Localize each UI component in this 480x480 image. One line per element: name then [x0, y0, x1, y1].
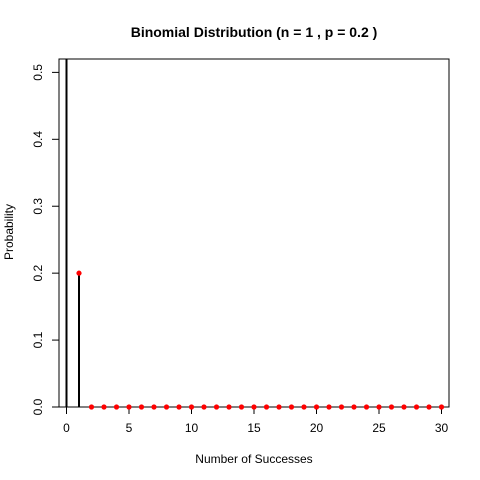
y-tick-label: 0.1	[31, 331, 45, 348]
probability-point	[438, 404, 445, 410]
x-tick-label: 5	[126, 421, 133, 435]
y-tick-label: 0.5	[31, 64, 45, 81]
x-tick-label: 30	[435, 421, 449, 435]
probability-point	[301, 404, 307, 410]
probability-point	[163, 404, 170, 410]
chart-title: Binomial Distribution (n = 1 , p = 0.2 )	[131, 24, 378, 40]
probability-point	[251, 404, 257, 410]
probability-point	[401, 404, 407, 410]
probability-point	[413, 404, 420, 410]
x-axis-label: Number of Successes	[195, 452, 312, 466]
probability-point	[101, 404, 107, 410]
y-tick-label: 0.4	[31, 131, 45, 148]
probability-point	[226, 404, 232, 410]
probability-point	[276, 404, 282, 410]
x-tick-label: 25	[372, 421, 386, 435]
probability-point	[263, 404, 270, 410]
probability-point	[201, 404, 207, 410]
x-tick-label: 20	[310, 421, 324, 435]
probability-point	[363, 404, 370, 410]
x-tick-label: 10	[185, 421, 199, 435]
probability-point	[313, 404, 320, 410]
probability-point	[151, 404, 157, 410]
x-tick-label: 15	[247, 421, 261, 435]
probability-point	[176, 404, 182, 410]
y-tick-label: 0.2	[31, 264, 45, 281]
x-tick-label: 0	[63, 421, 70, 435]
probability-point	[388, 404, 395, 410]
probability-point	[113, 404, 120, 410]
probability-point	[188, 404, 195, 410]
y-tick-label: 0.3	[31, 198, 45, 215]
probability-point	[126, 404, 132, 410]
x-axis: 0 5 10 15 20 25 30	[63, 406, 449, 435]
probability-point	[338, 404, 345, 410]
probability-point	[76, 270, 82, 276]
probability-point	[213, 404, 220, 410]
plot-frame	[58, 58, 450, 408]
probability-points	[76, 270, 445, 410]
probability-spikes	[65, 59, 80, 407]
y-axis-label: Probability	[2, 204, 16, 260]
probability-point	[351, 404, 357, 410]
y-axis: 0.0 0.1 0.2 0.3 0.4 0.5	[31, 64, 60, 415]
probability-point	[326, 404, 332, 410]
y-tick-label: 0.0	[31, 398, 45, 415]
probability-point	[376, 404, 382, 410]
probability-point	[88, 404, 95, 410]
probability-point	[426, 404, 432, 410]
probability-point	[138, 404, 145, 410]
probability-point	[288, 404, 295, 410]
probability-point	[238, 404, 245, 410]
